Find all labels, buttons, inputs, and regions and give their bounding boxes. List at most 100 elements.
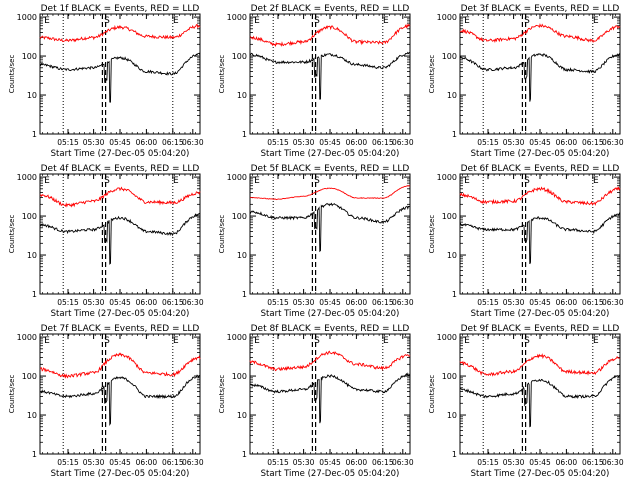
lld-series-line (39, 352, 201, 379)
x-tick-label: 05:30 (503, 138, 525, 147)
x-tick-label: 05:15 (57, 138, 79, 147)
marker-label: S (524, 336, 530, 346)
x-axis-label: Start Time (27-Dec-05 05:04:20) (261, 149, 400, 159)
x-tick-label: 06:00 (346, 458, 368, 467)
plot-frame (459, 13, 621, 135)
x-tick-label: 06:00 (556, 298, 578, 307)
marker-label: E (464, 176, 470, 186)
x-tick-label: 05:45 (529, 138, 551, 147)
x-tick-label: 05:30 (503, 458, 525, 467)
marker-label: S (104, 16, 110, 26)
lld-series-line (250, 185, 411, 201)
panel-title: Det 9f BLACK = Events, RED = LLD (461, 324, 620, 334)
x-tick-label: 05:45 (319, 138, 341, 147)
x-tick-label: 06:15 (582, 138, 604, 147)
x-tick-label: 05:45 (319, 298, 341, 307)
x-tick-label: 06:30 (182, 458, 204, 467)
events-series-line (249, 372, 411, 424)
lld-series-line (459, 23, 621, 43)
y-axis-label: Counts/sec (8, 375, 16, 414)
panel-det-2: Det 2f BLACK = Events, RED = LLD Counts/s… (218, 4, 414, 159)
panel-det-1: Det 1f BLACK = Events, RED = LLD Counts/s… (8, 4, 204, 159)
y-tick-label: 100 (22, 212, 37, 221)
y-tick-label: 100 (22, 372, 37, 381)
y-tick-label: 1000 (17, 333, 37, 342)
lld-series-line (249, 23, 411, 47)
x-tick-label: 05:45 (319, 458, 341, 467)
x-tick-label: 05:45 (109, 458, 131, 467)
events-series-line (39, 52, 201, 103)
marker-label: E (173, 176, 179, 186)
y-axis-label: Counts/sec (428, 55, 436, 94)
plot-frame (249, 13, 411, 135)
y-tick-label: 10 (447, 251, 457, 260)
y-tick-label: 1000 (437, 173, 457, 182)
marker-label: E (254, 336, 260, 346)
events-series-line (249, 202, 411, 253)
marker-label: S (524, 176, 530, 186)
y-axis-label: Counts/sec (218, 55, 226, 94)
y-tick-label: 10 (237, 251, 247, 260)
marker-label: E (44, 336, 50, 346)
x-axis-label: Start Time (27-Dec-05 05:04:20) (51, 469, 190, 479)
y-tick-label: 100 (442, 52, 457, 61)
y-axis-label: Counts/sec (218, 375, 226, 414)
panel-det-7: Det 7f BLACK = Events, RED = LLD Counts/s… (8, 324, 204, 479)
x-tick-label: 06:30 (392, 298, 414, 307)
x-tick-label: 06:15 (162, 138, 184, 147)
x-tick-label: 05:15 (267, 138, 289, 147)
lld-series-line (249, 350, 411, 372)
y-tick-label: 1 (452, 290, 457, 299)
x-tick-label: 06:30 (602, 298, 624, 307)
y-tick-label: 10 (27, 91, 37, 100)
y-tick-label: 10 (237, 91, 247, 100)
y-tick-label: 1 (452, 130, 457, 139)
plot-frame (39, 13, 201, 135)
y-tick-label: 10 (27, 411, 37, 420)
x-axis-label: Start Time (27-Dec-05 05:04:20) (471, 469, 610, 479)
plot-frame (39, 173, 201, 295)
events-series-line (249, 51, 411, 100)
marker-label: E (173, 16, 179, 26)
y-tick-label: 1 (32, 450, 37, 459)
y-tick-label: 10 (447, 91, 457, 100)
x-tick-label: 05:30 (293, 138, 315, 147)
x-tick-label: 05:30 (83, 298, 105, 307)
panel-det-9: Det 9f BLACK = Events, RED = LLD Counts/s… (428, 324, 624, 479)
y-tick-label: 1000 (17, 13, 37, 22)
y-tick-label: 1000 (17, 173, 37, 182)
marker-label: E (173, 336, 179, 346)
marker-label: E (383, 336, 389, 346)
x-tick-label: 05:30 (293, 458, 315, 467)
x-tick-label: 05:45 (109, 298, 131, 307)
x-axis-label: Start Time (27-Dec-05 05:04:20) (261, 309, 400, 319)
x-tick-label: 05:30 (293, 298, 315, 307)
x-tick-label: 06:00 (556, 458, 578, 467)
plot-frame (249, 173, 411, 295)
x-tick-label: 06:15 (372, 298, 394, 307)
y-tick-label: 1 (242, 290, 247, 299)
plot-frame (39, 333, 201, 455)
marker-label: S (314, 16, 320, 26)
x-tick-label: 06:00 (556, 138, 578, 147)
lld-series-line (39, 186, 201, 208)
y-axis-label: Counts/sec (8, 55, 16, 94)
panel-title: Det 4f BLACK = Events, RED = LLD (41, 164, 200, 174)
marker-label: E (44, 176, 50, 186)
x-tick-label: 05:45 (109, 138, 131, 147)
x-tick-label: 06:30 (182, 298, 204, 307)
panel-det-6: Det 6f BLACK = Events, RED = LLD Counts/s… (428, 164, 624, 319)
x-tick-label: 06:00 (136, 298, 158, 307)
x-tick-label: 06:15 (162, 298, 184, 307)
panel-title: Det 2f BLACK = Events, RED = LLD (251, 4, 410, 14)
y-tick-label: 100 (232, 372, 247, 381)
marker-label: E (44, 16, 50, 26)
lld-series-line (459, 353, 621, 377)
x-tick-label: 05:15 (477, 298, 499, 307)
events-series-line (39, 374, 201, 427)
y-tick-label: 1 (452, 450, 457, 459)
marker-label: S (104, 176, 110, 186)
events-series-line (459, 53, 621, 102)
